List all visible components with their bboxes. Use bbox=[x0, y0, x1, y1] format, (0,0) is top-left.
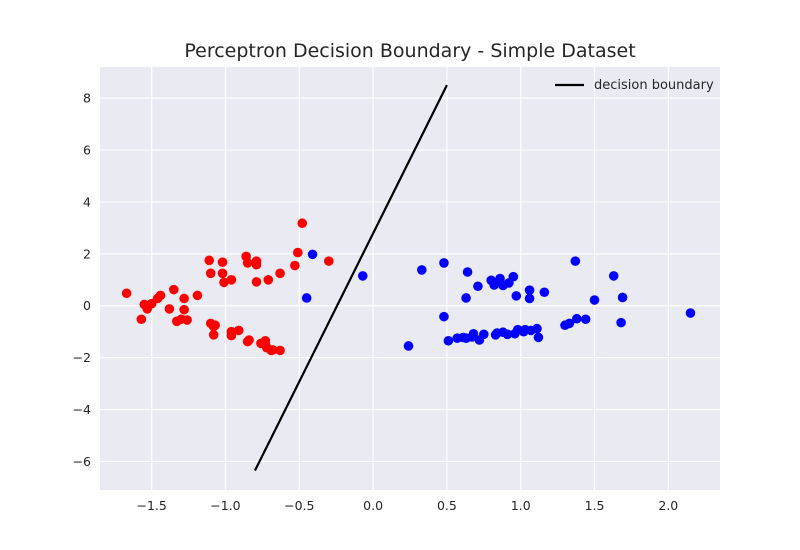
blue-point bbox=[479, 329, 489, 340]
red-point bbox=[219, 277, 229, 288]
plot-area bbox=[100, 67, 720, 490]
y-tick-label: −2 bbox=[73, 350, 91, 365]
red-point bbox=[263, 274, 274, 285]
blue-point bbox=[511, 291, 522, 301]
y-axis: −6 −4 −2 0 2 4 6 8 bbox=[73, 91, 91, 469]
legend-label: decision boundary bbox=[594, 78, 714, 93]
blue-point bbox=[357, 271, 368, 281]
blue-point bbox=[572, 313, 582, 324]
blue-point bbox=[685, 308, 696, 318]
blue-point bbox=[616, 317, 626, 328]
blue-point bbox=[443, 335, 454, 346]
red-point bbox=[192, 290, 203, 301]
y-tick-label: −6 bbox=[73, 454, 91, 469]
blue-point bbox=[462, 267, 473, 277]
x-tick-label: −1.0 bbox=[210, 498, 240, 513]
blue-point bbox=[524, 293, 535, 304]
blue-point bbox=[508, 271, 519, 282]
y-tick-label: −4 bbox=[73, 402, 91, 417]
blue-point bbox=[608, 271, 619, 281]
blue-point bbox=[468, 328, 479, 339]
red-point bbox=[182, 315, 192, 325]
blue-point bbox=[502, 329, 513, 340]
red-point bbox=[290, 260, 300, 271]
blue-point bbox=[564, 318, 575, 329]
blue-point bbox=[617, 292, 628, 303]
blue-point bbox=[570, 256, 581, 266]
decision-boundary-line bbox=[254, 84, 448, 472]
red-point bbox=[205, 268, 216, 279]
x-tick-label: 0.5 bbox=[437, 498, 457, 513]
red-point bbox=[217, 257, 228, 267]
red-point bbox=[136, 314, 147, 325]
blue-point bbox=[439, 311, 449, 322]
blue-point bbox=[532, 323, 542, 334]
points-layer bbox=[121, 218, 696, 356]
red-point bbox=[179, 304, 189, 315]
legend: decision boundary bbox=[555, 78, 714, 93]
red-point bbox=[275, 268, 285, 279]
red-point bbox=[275, 345, 285, 356]
blue-point bbox=[403, 341, 414, 351]
y-tick-label: 4 bbox=[83, 194, 91, 209]
grid bbox=[100, 67, 720, 490]
x-tick-label: 1.5 bbox=[585, 498, 605, 513]
red-point bbox=[293, 247, 303, 258]
blue-point bbox=[307, 249, 318, 260]
blue-point bbox=[301, 293, 312, 303]
blue-point bbox=[524, 285, 535, 295]
blue-point bbox=[417, 265, 427, 275]
y-tick-label: 8 bbox=[83, 91, 91, 106]
x-tick-label: 0.0 bbox=[363, 498, 383, 513]
red-point bbox=[324, 256, 334, 266]
blue-point bbox=[473, 281, 483, 292]
red-point bbox=[210, 320, 220, 331]
red-point bbox=[226, 330, 237, 341]
red-point bbox=[226, 274, 237, 285]
x-tick-label: 1.0 bbox=[511, 498, 531, 513]
red-point bbox=[267, 345, 278, 355]
red-point bbox=[244, 335, 254, 345]
red-point bbox=[204, 255, 215, 266]
blue-point bbox=[533, 332, 544, 343]
red-point bbox=[242, 258, 253, 268]
x-tick-label: −1.5 bbox=[136, 498, 166, 513]
y-tick-label: 2 bbox=[83, 246, 91, 261]
red-point bbox=[155, 290, 166, 301]
red-point bbox=[121, 288, 132, 299]
red-point bbox=[208, 330, 219, 340]
blue-point bbox=[439, 258, 449, 268]
red-point bbox=[164, 304, 175, 314]
x-tick-label: −0.5 bbox=[284, 498, 314, 513]
red-point bbox=[179, 293, 189, 304]
red-point bbox=[169, 284, 179, 295]
chart-title: Perceptron Decision Boundary - Simple Da… bbox=[184, 40, 635, 62]
red-point bbox=[251, 277, 262, 287]
y-tick-label: 0 bbox=[83, 298, 91, 313]
red-point bbox=[251, 256, 262, 266]
blue-point bbox=[589, 295, 600, 305]
x-tick-label: 2.0 bbox=[658, 498, 678, 513]
red-point bbox=[297, 218, 308, 229]
red-point bbox=[217, 268, 228, 279]
y-tick-label: 6 bbox=[83, 143, 91, 158]
decision-boundary-layer bbox=[254, 84, 448, 472]
blue-point bbox=[539, 287, 550, 298]
x-axis: −1.5 −1.0 −0.5 0.0 0.5 1.0 1.5 2.0 bbox=[136, 498, 678, 513]
red-point bbox=[233, 325, 244, 336]
blue-point bbox=[580, 314, 591, 325]
blue-point bbox=[461, 293, 471, 303]
